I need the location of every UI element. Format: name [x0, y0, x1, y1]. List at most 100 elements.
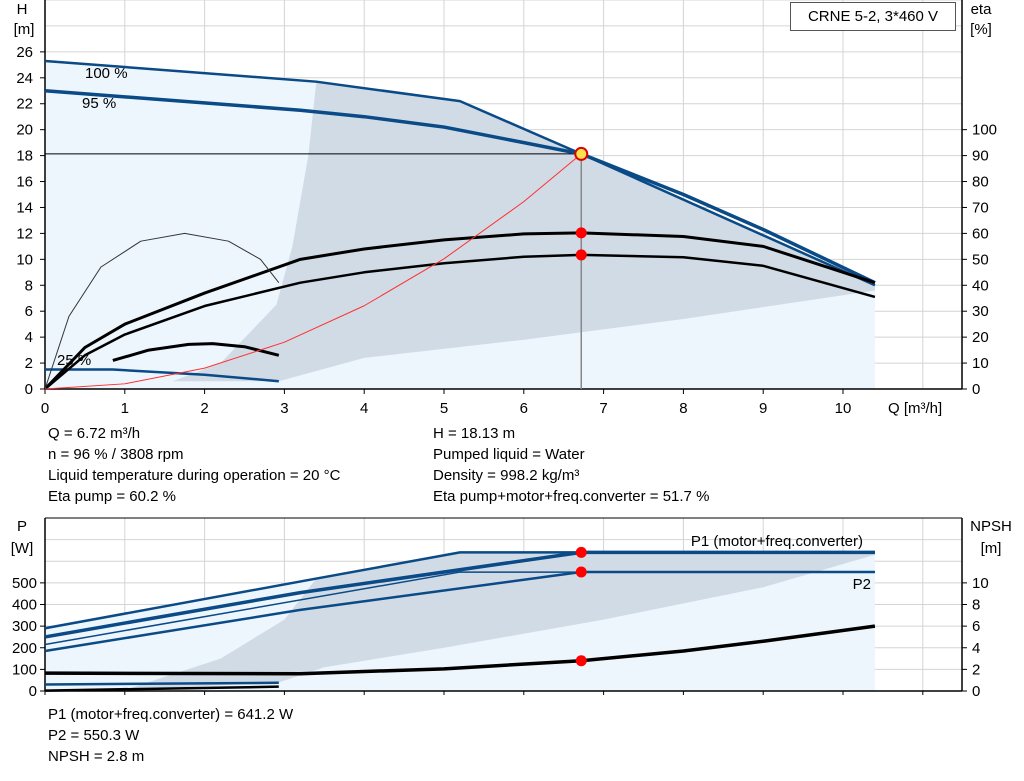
info-eta-pump: Eta pump = 60.2 %	[48, 488, 176, 505]
y2-tick-label: 80	[972, 174, 989, 191]
y2-tick-label: 70	[972, 199, 989, 216]
y2-axis-unit: [%]	[970, 21, 992, 38]
y-tick-label: 26	[16, 44, 33, 61]
duty-point-npsh	[575, 655, 587, 667]
y-axis-unit: [m]	[14, 21, 35, 38]
y-tick-label: 14	[16, 199, 33, 216]
x-tick-label: 10	[835, 400, 852, 417]
x-tick-label: 7	[599, 400, 607, 417]
npsh-tick-label: 4	[972, 640, 980, 657]
p-tick-label: 400	[12, 597, 37, 614]
label-25-percent: 25 %	[57, 352, 91, 369]
y-tick-label: 12	[16, 225, 33, 242]
curve-p2-95-	[44, 570, 875, 653]
y-axis-title: H	[17, 1, 28, 18]
info-flow: Q = 6.72 m³/h	[48, 425, 141, 442]
info-speed: n = 96 % / 3808 rpm	[48, 446, 184, 463]
npsh-tick-label: 10	[972, 575, 989, 592]
x-tick-label: 6	[520, 400, 528, 417]
y2-tick-label: 0	[972, 381, 980, 398]
label-100-percent: 100 %	[85, 65, 128, 82]
y-tick-label: 22	[16, 96, 33, 113]
info-head: H = 18.13 m	[433, 425, 516, 442]
y2-tick-label: 20	[972, 329, 989, 346]
x-tick-label: 4	[360, 400, 368, 417]
legend-p2: P2	[853, 576, 871, 593]
chart-title-box: CRNE 5-2, 3*460 V	[790, 2, 956, 31]
y-tick-label: 16	[16, 174, 33, 191]
y2-axis-title: eta	[971, 1, 993, 18]
curve-eta-pump	[43, 231, 876, 391]
y2-tick-label: 90	[972, 148, 989, 165]
info-temperature: Liquid temperature during operation = 20…	[48, 467, 341, 484]
info-liquid: Pumped liquid = Water	[433, 446, 585, 463]
y-tick-label: 6	[25, 303, 33, 320]
p-tick-label: 200	[12, 640, 37, 657]
npsh-tick-label: 2	[972, 661, 980, 678]
curve-p2-25-	[44, 685, 279, 692]
p-tick-label: 300	[12, 618, 37, 635]
y-tick-label: 0	[25, 381, 33, 398]
info-npsh: NPSH = 2.8 m	[48, 748, 145, 765]
duty-point-p2	[575, 566, 587, 578]
x-tick-label: 3	[280, 400, 288, 417]
y2-tick-label: 60	[972, 225, 989, 242]
panel-1	[40, 517, 967, 695]
info-bottom: P1 (motor+freq.converter) = 641.2 W P2 =…	[48, 704, 293, 767]
p-axis-unit: [W]	[11, 540, 34, 557]
info-top-left: Q = 6.72 m³/h n = 96 % / 3808 rpm Liquid…	[48, 423, 340, 507]
p-axis-title: P	[17, 518, 27, 535]
npsh-tick-label: 8	[972, 597, 980, 614]
npsh-tick-label: 6	[972, 618, 980, 635]
info-top-right: H = 18.13 m Pumped liquid = Water Densit…	[433, 423, 709, 507]
info-density: Density = 998.2 kg/m³	[433, 467, 580, 484]
duty-point-head	[574, 146, 589, 161]
x-tick-label: 5	[440, 400, 448, 417]
x-tick-label: 0	[41, 400, 49, 417]
y-tick-label: 10	[16, 251, 33, 268]
duty-point-p1	[575, 546, 587, 558]
curve-eta-pump-25-	[44, 232, 280, 390]
x-tick-label: 9	[759, 400, 767, 417]
legend-p1: P1 (motor+freq.converter)	[691, 533, 863, 550]
duty-point-eta-total	[575, 249, 587, 261]
curve-h-25-	[45, 368, 279, 383]
y2-tick-label: 100	[972, 122, 997, 139]
info-p1: P1 (motor+freq.converter) = 641.2 W	[48, 706, 294, 723]
p-tick-label: 100	[12, 661, 37, 678]
curve-p1-95-	[44, 550, 875, 639]
info-p2: P2 = 550.3 W	[48, 727, 140, 744]
y-tick-label: 18	[16, 148, 33, 165]
curve-eta-pump-motor-freq-converter	[44, 253, 876, 390]
curve-h-95-	[44, 89, 876, 285]
curve-eta-total-25-	[112, 342, 280, 362]
curve-system-curve	[44, 153, 582, 390]
y2-tick-label: 50	[972, 251, 989, 268]
x-axis-title: Q [m³/h]	[888, 400, 942, 417]
operating-region-dark	[172, 81, 875, 382]
p-tick-label: 0	[29, 683, 37, 700]
curve-h-100-	[44, 59, 876, 287]
panel-0	[40, 0, 967, 394]
y2-tick-label: 40	[972, 277, 989, 294]
p-tick-label: 500	[12, 575, 37, 592]
npsh-tick-label: 0	[972, 683, 980, 700]
label-95-percent: 95 %	[82, 95, 116, 112]
npsh-axis-unit: [m]	[981, 540, 1002, 557]
duty-point-eta-pump	[575, 227, 587, 239]
y2-tick-label: 10	[972, 355, 989, 372]
info-eta-total: Eta pump+motor+freq.converter = 51.7 %	[433, 488, 710, 505]
y-tick-label: 2	[25, 355, 33, 372]
y-tick-label: 20	[16, 122, 33, 139]
y-tick-label: 4	[25, 329, 33, 346]
npsh-axis-title: NPSH	[970, 518, 1012, 535]
y-tick-label: 24	[16, 70, 33, 87]
y2-tick-label: 30	[972, 303, 989, 320]
y-tick-label: 8	[25, 277, 33, 294]
x-tick-label: 8	[679, 400, 687, 417]
x-tick-label: 2	[200, 400, 208, 417]
x-tick-label: 1	[121, 400, 129, 417]
curve-p1-25-	[44, 681, 279, 686]
